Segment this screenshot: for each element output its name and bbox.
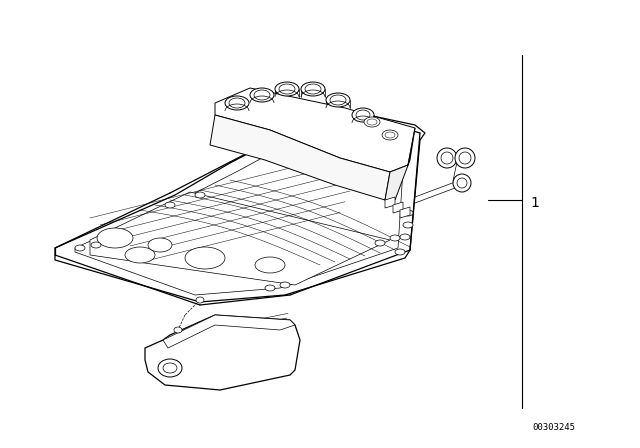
Ellipse shape bbox=[305, 84, 321, 94]
Polygon shape bbox=[393, 202, 403, 213]
Ellipse shape bbox=[403, 222, 413, 228]
Ellipse shape bbox=[330, 95, 346, 105]
Ellipse shape bbox=[453, 174, 471, 192]
Ellipse shape bbox=[158, 359, 182, 377]
Ellipse shape bbox=[395, 249, 405, 255]
Polygon shape bbox=[385, 197, 395, 208]
Polygon shape bbox=[75, 118, 405, 295]
Text: 00303245: 00303245 bbox=[532, 423, 575, 432]
Ellipse shape bbox=[301, 82, 325, 96]
Ellipse shape bbox=[326, 93, 350, 107]
Ellipse shape bbox=[441, 152, 453, 164]
Ellipse shape bbox=[97, 228, 133, 248]
Ellipse shape bbox=[225, 96, 249, 110]
Polygon shape bbox=[145, 315, 300, 390]
Ellipse shape bbox=[382, 130, 398, 140]
Ellipse shape bbox=[174, 327, 182, 333]
Ellipse shape bbox=[255, 257, 285, 273]
Ellipse shape bbox=[91, 242, 101, 248]
Ellipse shape bbox=[148, 238, 172, 252]
Ellipse shape bbox=[75, 245, 85, 251]
Ellipse shape bbox=[165, 202, 175, 208]
Ellipse shape bbox=[265, 285, 275, 291]
Ellipse shape bbox=[185, 247, 225, 269]
Ellipse shape bbox=[375, 240, 385, 246]
Ellipse shape bbox=[457, 178, 467, 188]
Ellipse shape bbox=[163, 363, 177, 373]
Ellipse shape bbox=[250, 88, 274, 102]
Ellipse shape bbox=[280, 282, 290, 288]
Ellipse shape bbox=[356, 110, 370, 120]
Ellipse shape bbox=[403, 210, 413, 216]
Ellipse shape bbox=[459, 152, 471, 164]
Ellipse shape bbox=[195, 192, 205, 198]
Polygon shape bbox=[90, 192, 390, 285]
Polygon shape bbox=[215, 88, 415, 172]
Ellipse shape bbox=[254, 90, 270, 100]
Ellipse shape bbox=[455, 148, 475, 168]
Polygon shape bbox=[163, 315, 295, 348]
Polygon shape bbox=[400, 207, 410, 218]
Ellipse shape bbox=[385, 132, 395, 138]
Ellipse shape bbox=[279, 84, 295, 94]
Ellipse shape bbox=[400, 234, 410, 240]
Ellipse shape bbox=[367, 119, 377, 125]
Ellipse shape bbox=[352, 108, 374, 122]
Ellipse shape bbox=[275, 82, 299, 96]
Polygon shape bbox=[210, 115, 390, 200]
Ellipse shape bbox=[364, 117, 380, 127]
Ellipse shape bbox=[125, 247, 155, 263]
Ellipse shape bbox=[229, 98, 245, 108]
Ellipse shape bbox=[196, 297, 204, 303]
Ellipse shape bbox=[437, 148, 457, 168]
Ellipse shape bbox=[390, 235, 400, 241]
Text: 1: 1 bbox=[530, 196, 539, 210]
Polygon shape bbox=[385, 128, 415, 200]
Polygon shape bbox=[55, 108, 425, 302]
